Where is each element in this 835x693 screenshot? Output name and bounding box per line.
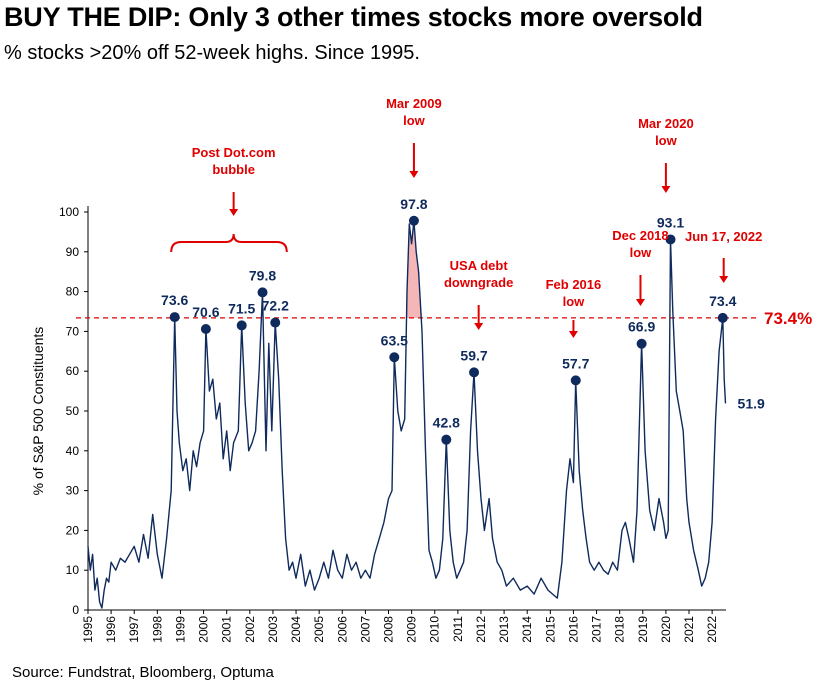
data-point-marker bbox=[389, 352, 400, 363]
y-tick-label: 30 bbox=[66, 484, 80, 498]
annotation-arrowhead bbox=[409, 171, 419, 178]
data-point-marker bbox=[200, 324, 211, 335]
x-tick-label: 2022 bbox=[705, 616, 719, 643]
annotation-label: USA debt bbox=[450, 258, 509, 273]
annotation-label: low bbox=[563, 294, 586, 309]
data-point-label: 59.7 bbox=[460, 347, 487, 363]
data-point-marker bbox=[270, 317, 281, 328]
y-tick-label: 70 bbox=[66, 324, 80, 338]
x-tick-label: 1997 bbox=[127, 616, 141, 643]
x-tick-label: 2007 bbox=[358, 616, 372, 643]
chart-subtitle: % stocks >20% off 52-week highs. Since 1… bbox=[4, 42, 420, 64]
annotation-arrowhead bbox=[661, 186, 671, 193]
x-tick-label: 2018 bbox=[613, 616, 627, 643]
x-tick-label: 2012 bbox=[474, 616, 488, 643]
data-point-label: 79.8 bbox=[249, 267, 276, 283]
data-point-label: 71.5 bbox=[228, 300, 255, 316]
series-line bbox=[87, 220, 727, 609]
data-point-marker bbox=[441, 434, 452, 445]
annotation-arrowhead bbox=[474, 323, 484, 330]
x-tick-label: 2004 bbox=[289, 616, 303, 643]
data-point-marker bbox=[169, 312, 180, 323]
x-tick-label: 2014 bbox=[520, 616, 534, 643]
annotation-label: Jun 17, 2022 bbox=[685, 229, 762, 244]
annotation-label: Mar 2009 bbox=[386, 96, 442, 111]
x-tick-label: 2017 bbox=[590, 616, 604, 643]
reference-line-label: 73.4% bbox=[764, 309, 812, 328]
y-tick-label: 80 bbox=[66, 285, 80, 299]
y-tick-label: 20 bbox=[66, 523, 80, 537]
annotation-brace bbox=[170, 233, 288, 253]
y-tick-label: 50 bbox=[66, 404, 80, 418]
x-tick-label: 2001 bbox=[220, 616, 234, 643]
data-point-marker bbox=[636, 338, 647, 349]
annotation-label: Dec 2018 bbox=[612, 228, 668, 243]
x-tick-label: 2003 bbox=[266, 616, 280, 643]
annotation-arrowhead bbox=[719, 276, 729, 283]
x-tick-label: 2008 bbox=[382, 616, 396, 643]
data-point-label: 57.7 bbox=[562, 355, 589, 371]
data-point-label: 73.4 bbox=[709, 293, 736, 309]
annotation-label: downgrade bbox=[444, 275, 513, 290]
annotation-arrowhead bbox=[568, 331, 578, 338]
annotations: Post Dot.com bubble Mar 2009 low USA debt dow… bbox=[170, 96, 762, 338]
y-tick-label: 60 bbox=[66, 364, 80, 378]
data-point-marker bbox=[665, 234, 676, 245]
data-point-marker bbox=[570, 375, 581, 386]
x-tick-label: 1995 bbox=[81, 616, 95, 643]
annotation-label: low bbox=[630, 245, 653, 260]
annotation-label: bubble bbox=[212, 162, 255, 177]
annotation-arrowhead bbox=[229, 209, 239, 216]
x-tick-label: 2002 bbox=[243, 616, 257, 643]
x-tick-label: 2016 bbox=[566, 616, 580, 643]
annotation-label: low bbox=[655, 133, 678, 148]
data-point-marker bbox=[408, 215, 419, 226]
data-point-label: 73.6 bbox=[161, 292, 188, 308]
annotation-label: Post Dot.com bbox=[192, 145, 276, 160]
y-tick-label: 100 bbox=[59, 205, 79, 219]
data-point-label: 42.8 bbox=[433, 415, 460, 431]
annotation-label: Mar 2020 bbox=[638, 116, 694, 131]
annotation-label: Feb 2016 bbox=[546, 277, 602, 292]
chart-title: BUY THE DIP: Only 3 other times stocks m… bbox=[4, 2, 703, 32]
data-point-label: 66.9 bbox=[628, 319, 655, 335]
data-point-marker bbox=[236, 320, 247, 331]
x-tick-label: 2015 bbox=[543, 616, 557, 643]
y-tick-label: 40 bbox=[66, 444, 80, 458]
data-point-marker bbox=[469, 367, 480, 378]
labeled-points: 73.670.6 71.5 79.8 72.2 63.5 97.8 42.8 59.7 57.7… bbox=[161, 196, 765, 445]
data-point-marker bbox=[257, 287, 268, 298]
x-tick-label: 2009 bbox=[405, 616, 419, 643]
x-tick-label: 1996 bbox=[104, 616, 118, 643]
data-point-label: 72.2 bbox=[262, 298, 289, 314]
last-value-label: 51.9 bbox=[738, 395, 765, 411]
x-tick-label: 2021 bbox=[682, 616, 696, 643]
x-tick-label: 2013 bbox=[497, 616, 511, 643]
annotation-label: low bbox=[403, 113, 426, 128]
x-tick-label: 1999 bbox=[173, 616, 187, 643]
x-tick-label: 2006 bbox=[335, 616, 349, 643]
y-tick-label: 90 bbox=[66, 245, 80, 259]
x-tick-label: 2000 bbox=[197, 616, 211, 643]
data-point-label: 63.5 bbox=[381, 332, 408, 348]
data-point-label: 70.6 bbox=[192, 304, 219, 320]
annotation-arrowhead bbox=[635, 299, 645, 306]
data-point-label: 93.1 bbox=[657, 214, 684, 230]
x-tick-label: 2005 bbox=[312, 616, 326, 643]
source-note: Source: Fundstrat, Bloomberg, Optuma bbox=[12, 664, 274, 681]
y-axis: 0 10 20 30 40 50 60 70 80 90 100 bbox=[59, 205, 89, 617]
data-point-label: 97.8 bbox=[400, 196, 427, 212]
y-tick-label: 10 bbox=[66, 563, 80, 577]
x-tick-label: 2020 bbox=[659, 616, 673, 643]
y-tick-label: 0 bbox=[72, 603, 79, 617]
x-tick-label: 2010 bbox=[428, 616, 442, 643]
x-tick-label: 1998 bbox=[150, 616, 164, 643]
x-tick-label: 2019 bbox=[636, 616, 650, 643]
y-axis-label: % of S&P 500 Constituents bbox=[30, 327, 46, 496]
x-tick-label: 2011 bbox=[451, 616, 465, 642]
x-axis: 1995 1996 1997 1998 1999 2000 2001 2002 2003 2004… bbox=[81, 609, 726, 643]
shaded-peak-region bbox=[407, 220, 426, 318]
data-point-marker bbox=[717, 312, 728, 323]
